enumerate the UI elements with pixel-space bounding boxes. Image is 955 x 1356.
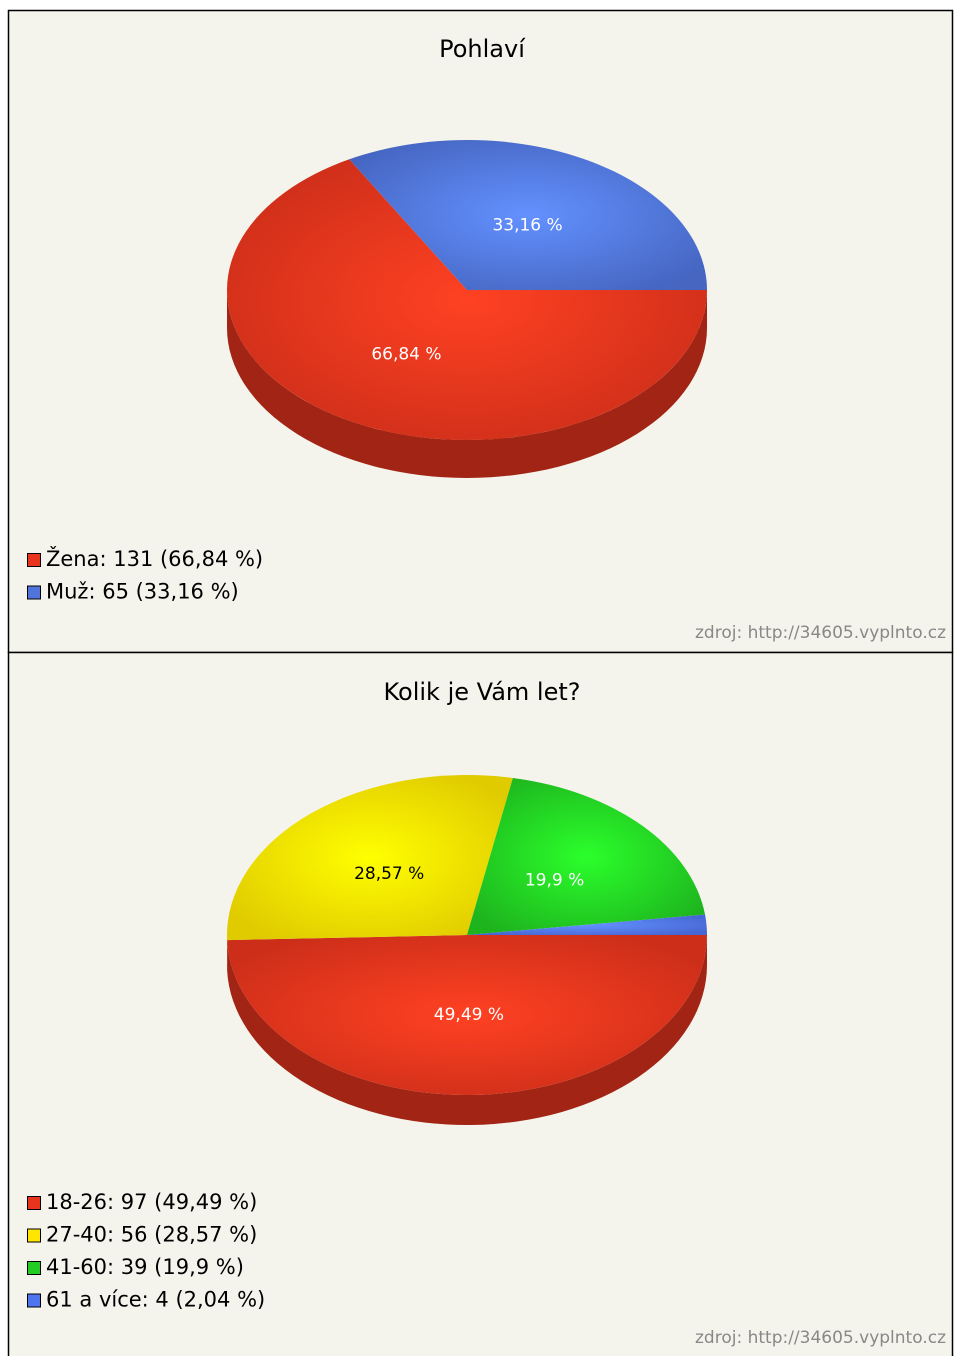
legend-label: Muž: 65 (33,16 %) — [46, 580, 239, 604]
legend-label: 27-40: 56 (28,57 %) — [46, 1223, 257, 1247]
legend-label: 18-26: 97 (49,49 %) — [46, 1190, 257, 1214]
pie-slice — [226, 159, 707, 440]
value-label: 28,57 % — [354, 864, 424, 884]
legend-swatch — [27, 1196, 41, 1210]
chart-title: Pohlaví — [439, 35, 526, 63]
value-label: 33,16 % — [492, 215, 562, 235]
source: zdroj: http://34605.vyplnto.cz — [695, 1328, 946, 1348]
pie-slice — [227, 775, 513, 941]
legend-swatch — [27, 1293, 41, 1308]
pie-slice — [467, 914, 707, 935]
pie-slice — [467, 777, 706, 935]
legend-swatch — [27, 585, 41, 600]
pie-side — [227, 935, 707, 1125]
value-label: 66,84 % — [371, 345, 441, 365]
value-label: 49,49 % — [434, 1005, 504, 1025]
legend-swatch — [27, 1261, 41, 1275]
legend-label: 41-60: 39 (19,9 %) — [46, 1255, 244, 1279]
pie-slice — [349, 140, 707, 290]
legend-swatch — [27, 1228, 41, 1243]
pie-side — [227, 290, 707, 478]
legend-label: Žena: 131 (66,84 %) — [46, 546, 263, 571]
value-label: 19,9 % — [525, 870, 584, 890]
chart-title: Kolik je Vám let? — [383, 678, 580, 706]
pie-slice — [227, 935, 707, 1095]
legend-label: 61 a více: 4 (2,04 %) — [46, 1288, 265, 1312]
source: zdroj: http://34605.vyplnto.cz — [695, 623, 946, 643]
legend-swatch — [27, 553, 41, 567]
